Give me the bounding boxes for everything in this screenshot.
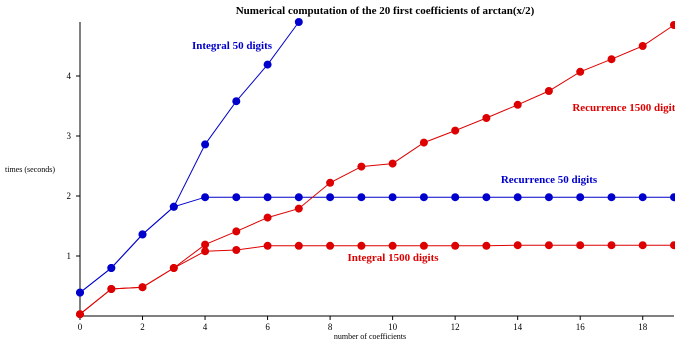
series-1-point bbox=[482, 193, 491, 202]
series-1-point bbox=[107, 264, 116, 272]
series-1-point bbox=[451, 193, 460, 202]
series-3-point bbox=[357, 162, 366, 171]
series-3-point bbox=[607, 55, 616, 64]
series-3-point bbox=[482, 114, 491, 122]
series-3-point bbox=[544, 87, 553, 95]
series-2-point bbox=[607, 241, 616, 250]
series-1-point bbox=[419, 193, 428, 202]
series-1-point bbox=[263, 193, 272, 202]
x-axis-label: number of coefficients bbox=[334, 332, 406, 341]
series-1-point bbox=[576, 193, 585, 202]
series-3-point bbox=[326, 178, 335, 187]
series-1-point bbox=[388, 193, 397, 202]
x-tick-label: 18 bbox=[638, 322, 648, 332]
series-3-point bbox=[419, 138, 428, 147]
series-3-point bbox=[294, 204, 303, 213]
series-0-point bbox=[201, 140, 210, 149]
series-3-point bbox=[138, 283, 147, 292]
series-0-point bbox=[232, 97, 241, 106]
x-tick-label: 6 bbox=[265, 322, 270, 332]
series-2-point bbox=[451, 241, 460, 250]
series-2-point bbox=[326, 241, 335, 250]
series-3-point bbox=[638, 42, 647, 50]
series-2-point bbox=[419, 241, 428, 250]
series-2-point bbox=[388, 241, 397, 250]
x-tick-label: 12 bbox=[451, 322, 460, 332]
series-2-point bbox=[294, 241, 303, 250]
series-3-point bbox=[169, 264, 178, 272]
x-tick-label: 2 bbox=[140, 322, 145, 332]
y-ticks: 1 2 3 4 bbox=[67, 71, 80, 261]
series-2-point bbox=[513, 241, 522, 250]
series-2-point bbox=[232, 246, 241, 254]
series-1-point bbox=[670, 193, 675, 202]
y-tick-label: 1 bbox=[67, 251, 72, 261]
y-tick-label: 2 bbox=[67, 191, 72, 201]
series-1-point bbox=[169, 202, 178, 211]
x-tick-label: 14 bbox=[513, 322, 523, 332]
series-line-2 bbox=[79, 244, 674, 315]
series-1-point bbox=[357, 193, 366, 202]
series-3-point bbox=[388, 159, 397, 168]
series-line-3 bbox=[79, 24, 675, 315]
series-2-point bbox=[482, 241, 491, 250]
x-tick-label: 16 bbox=[576, 322, 586, 332]
series-1-point bbox=[326, 193, 335, 202]
series-1-point bbox=[294, 193, 303, 202]
x-tick-label: 10 bbox=[388, 322, 398, 332]
series-3-point bbox=[451, 126, 460, 135]
x-ticks: 0 2 4 6 8 10 12 14 16 18 bbox=[78, 316, 648, 332]
series-2-point bbox=[670, 241, 675, 250]
series-1-point bbox=[138, 230, 147, 239]
series-3-point bbox=[576, 67, 585, 76]
series-line-1 bbox=[79, 196, 674, 293]
series-2-point bbox=[638, 241, 647, 250]
series-2-point bbox=[263, 241, 272, 250]
series-2-point bbox=[576, 241, 585, 250]
series-3-point bbox=[76, 310, 84, 319]
series-label-integral-1500: Recurrence 1500 digits bbox=[572, 102, 675, 114]
series-label-recurrence-1500: Integral 1500 digits bbox=[347, 252, 439, 264]
series-3-point bbox=[232, 227, 241, 236]
chart-title: Numerical computation of the 20 first co… bbox=[236, 5, 535, 17]
series-1-point bbox=[607, 193, 616, 202]
series-2-point bbox=[357, 241, 366, 250]
series-1-point bbox=[513, 193, 522, 202]
x-tick-label: 4 bbox=[203, 322, 208, 332]
series-1-point bbox=[76, 288, 84, 297]
series-0-point bbox=[294, 18, 303, 26]
series-2-point bbox=[544, 241, 553, 250]
y-axis-label: times (seconds) bbox=[5, 165, 55, 174]
x-tick-label: 0 bbox=[78, 322, 83, 332]
series-3-point bbox=[201, 240, 210, 249]
series-label-integral-50: Integral 50 digits bbox=[192, 40, 273, 52]
series-1-point bbox=[638, 193, 647, 202]
series-3-point bbox=[670, 21, 675, 29]
series-label-recurrence-50: Recurrence 50 digits bbox=[501, 174, 598, 186]
series-2-point bbox=[201, 247, 210, 256]
series-3-point bbox=[263, 213, 272, 222]
series-3-point bbox=[513, 100, 522, 109]
series-layer bbox=[76, 18, 675, 319]
series-3-point bbox=[107, 285, 116, 293]
series-0-point bbox=[263, 60, 272, 69]
y-tick-label: 4 bbox=[67, 71, 72, 81]
series-1-point bbox=[544, 193, 553, 202]
series-1-point bbox=[232, 193, 241, 202]
y-tick-label: 3 bbox=[67, 131, 72, 141]
series-1-point bbox=[201, 193, 210, 202]
x-tick-label: 8 bbox=[328, 322, 333, 332]
